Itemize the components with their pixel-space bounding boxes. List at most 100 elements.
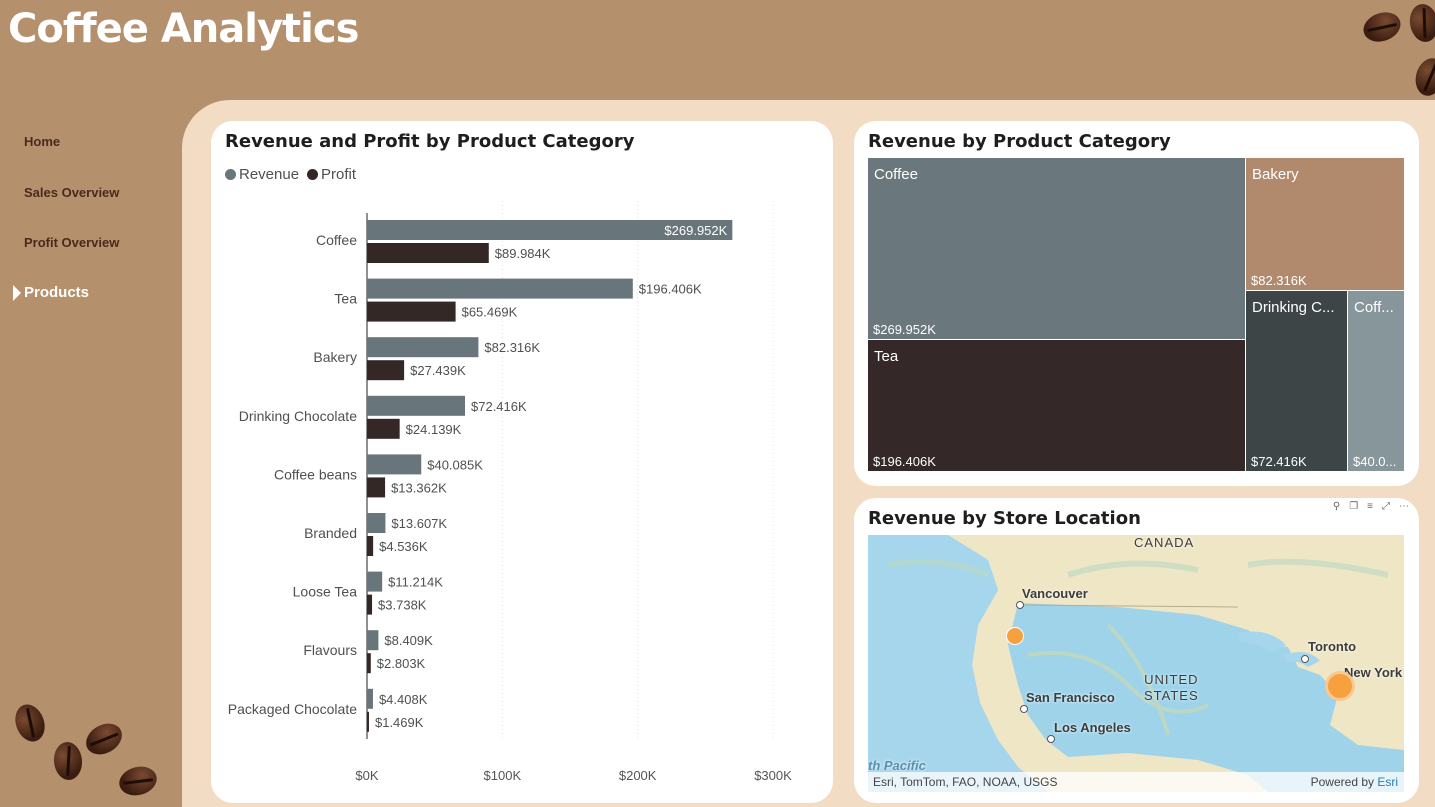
store-location-bubble[interactable] [1006, 627, 1024, 645]
esri-link[interactable]: Esri [1377, 775, 1398, 789]
bar-profit[interactable] [367, 536, 374, 556]
app-title: Coffee Analytics [8, 6, 359, 52]
bar-revenue[interactable] [367, 278, 633, 299]
treemap-cell-coffee[interactable]: Coffee $269.952K [867, 157, 1246, 340]
legend-item-revenue[interactable]: Revenue [225, 166, 299, 183]
bar-revenue[interactable] [367, 630, 379, 651]
map-title: Revenue by Store Location [868, 508, 1141, 529]
coffee-bean-image [80, 717, 128, 761]
powered-by-label: Powered by [1310, 775, 1378, 789]
category-label: Coffee beans [274, 466, 357, 482]
data-label: $196.406K [639, 282, 702, 297]
data-label: $8.409K [384, 633, 433, 648]
coffee-bean-image [52, 740, 84, 782]
focus-icon[interactable]: ⤢ [1382, 501, 1390, 512]
treemap-value: $72.416K [1251, 454, 1307, 469]
treemap-cell-coffee-beans[interactable]: Coff... $40.0... [1347, 290, 1405, 472]
bar-profit[interactable] [367, 711, 369, 732]
bar-revenue[interactable] [367, 337, 479, 358]
map-label-los-angeles: Los Angeles [1054, 720, 1131, 735]
treemap-value: $269.952K [873, 322, 936, 337]
legend-label-profit: Profit [321, 166, 357, 183]
map-attribution: Esri, TomTom, FAO, NOAA, USGS [873, 775, 1058, 789]
active-indicator-icon [13, 285, 21, 301]
treemap-card[interactable]: Revenue by Product Category Coffee $269.… [854, 121, 1419, 486]
map-label-vancouver: Vancouver [1022, 586, 1088, 601]
treemap: Coffee $269.952K Tea $196.406K Bakery $8… [867, 157, 1405, 472]
bar-profit[interactable] [367, 301, 456, 322]
city-marker-icon [1301, 655, 1309, 663]
pin-icon[interactable]: ⚲ [1332, 501, 1341, 512]
category-label: Loose Tea [293, 584, 358, 600]
data-label: $4.408K [379, 692, 428, 707]
nav-item-profit-overview[interactable]: Profit Overview [24, 235, 120, 250]
data-label: $269.952K [664, 223, 727, 238]
category-label: Branded [304, 525, 357, 541]
nav-item-home[interactable]: Home [24, 134, 61, 149]
treemap-cell-drinking-chocolate[interactable]: Drinking C... $72.416K [1245, 290, 1348, 472]
nav-item-sales-overview[interactable]: Sales Overview [24, 185, 120, 200]
bar-chart-card[interactable]: Revenue and Profit by Product Category R… [211, 121, 833, 803]
data-label: $3.738K [378, 598, 427, 613]
treemap-value: $40.0... [1353, 454, 1397, 469]
bar-revenue[interactable] [367, 688, 373, 709]
map-footer: Esri, TomTom, FAO, NOAA, USGS Powered by… [868, 772, 1404, 792]
bar-revenue[interactable] [367, 571, 383, 592]
treemap-title: Revenue by Product Category [868, 131, 1171, 152]
data-label: $11.214K [388, 575, 443, 590]
map-powered-by: Powered by Esri [1311, 775, 1398, 789]
data-label: $89.984K [495, 246, 551, 261]
bar-revenue[interactable] [367, 395, 466, 416]
category-label: Coffee [316, 232, 357, 248]
filter-icon[interactable]: ≡ [1367, 501, 1373, 512]
legend-item-profit[interactable]: Profit [307, 166, 356, 183]
map-label-united-states: UNITED STATES [1144, 672, 1199, 703]
report-canvas: Revenue and Profit by Product Category R… [182, 100, 1435, 807]
treemap-label: Tea [874, 348, 899, 365]
data-label: $2.803K [377, 656, 426, 671]
map-label-pacific: th Pacific [868, 758, 926, 773]
store-location-bubble[interactable] [1325, 671, 1355, 701]
bar-chart: $0K $100K $200K $300K Coffee $269.952K $89.984… [228, 201, 792, 783]
legend-label-revenue: Revenue [239, 166, 300, 183]
bar-profit[interactable] [367, 243, 489, 263]
category-label: Drinking Chocolate [239, 408, 357, 424]
map-label-new-york: New York [1344, 665, 1403, 680]
bar-chart-title: Revenue and Profit by Product Category [225, 131, 635, 152]
data-label: $24.139K [406, 422, 462, 437]
city-marker-icon [1020, 705, 1028, 713]
treemap-cell-bakery[interactable]: Bakery $82.316K [1245, 157, 1405, 291]
coffee-bean-image [1411, 55, 1435, 99]
data-label: $82.316K [484, 340, 540, 355]
treemap-cell-tea[interactable]: Tea $196.406K [867, 339, 1246, 472]
map-basemap [868, 535, 1404, 792]
bar-revenue[interactable] [367, 454, 422, 475]
bar-profit[interactable] [367, 653, 371, 674]
data-label: $27.439K [410, 363, 466, 378]
data-label: $40.085K [427, 457, 483, 472]
x-tick-label: $0K [355, 768, 378, 783]
bar-revenue[interactable] [367, 513, 386, 533]
data-label: $1.469K [375, 715, 424, 730]
bar-profit[interactable] [367, 477, 386, 498]
nav-item-products[interactable]: Products [24, 284, 90, 301]
treemap-label: Drinking C... [1252, 299, 1335, 316]
coffee-bean-image [1406, 1, 1435, 45]
bar-profit[interactable] [367, 418, 400, 439]
more-icon[interactable]: ⋯ [1399, 501, 1409, 512]
x-tick-label: $100K [484, 768, 522, 783]
bar-profit[interactable] [367, 594, 373, 615]
category-label: Bakery [313, 349, 357, 365]
bar-revenue[interactable] [367, 220, 733, 240]
x-tick-label: $300K [754, 768, 792, 783]
category-label: Packaged Chocolate [228, 701, 357, 717]
bar-profit[interactable] [367, 360, 405, 381]
map-label-canada: CANADA [1134, 535, 1195, 550]
map-canvas[interactable]: CANADA Vancouver Toronto New York UNITED… [868, 535, 1404, 792]
coffee-bean-image [1359, 7, 1405, 47]
treemap-label: Coff... [1354, 299, 1394, 316]
map-card[interactable]: ⚲ ❐ ≡ ⤢ ⋯ Revenue by Store Location CANA… [854, 498, 1419, 803]
copy-icon[interactable]: ❐ [1349, 501, 1359, 512]
category-label: Tea [334, 291, 357, 307]
treemap-value: $82.316K [1251, 273, 1307, 288]
